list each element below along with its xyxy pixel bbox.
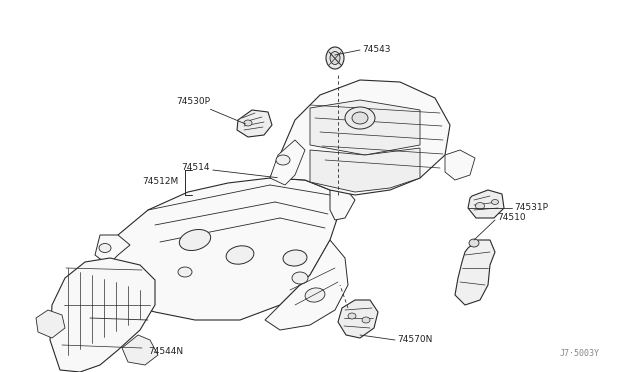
Ellipse shape	[492, 199, 499, 205]
Polygon shape	[237, 110, 272, 137]
Ellipse shape	[99, 244, 111, 253]
Text: 74543: 74543	[362, 45, 390, 55]
Ellipse shape	[226, 246, 254, 264]
Text: 74570N: 74570N	[397, 336, 433, 344]
Ellipse shape	[326, 47, 344, 69]
Polygon shape	[95, 235, 130, 265]
Ellipse shape	[476, 202, 484, 209]
Ellipse shape	[178, 267, 192, 277]
Polygon shape	[270, 140, 305, 185]
Polygon shape	[310, 148, 420, 192]
Text: 74514: 74514	[182, 164, 277, 178]
Polygon shape	[455, 240, 495, 305]
Ellipse shape	[179, 230, 211, 250]
Ellipse shape	[330, 51, 340, 64]
Polygon shape	[310, 100, 420, 155]
Ellipse shape	[244, 120, 252, 126]
Ellipse shape	[352, 112, 368, 124]
Polygon shape	[445, 150, 475, 180]
Text: 74544N: 74544N	[148, 347, 183, 356]
Polygon shape	[468, 190, 504, 218]
Text: 74512M: 74512M	[141, 177, 178, 186]
Polygon shape	[36, 310, 65, 338]
Polygon shape	[265, 240, 348, 330]
Ellipse shape	[348, 313, 356, 319]
Polygon shape	[338, 300, 378, 338]
Ellipse shape	[283, 250, 307, 266]
Polygon shape	[108, 178, 340, 320]
Ellipse shape	[305, 288, 325, 302]
Text: J7·5003Y: J7·5003Y	[560, 349, 600, 358]
Polygon shape	[50, 258, 155, 372]
Ellipse shape	[345, 107, 375, 129]
Text: 74531P: 74531P	[514, 203, 548, 212]
Polygon shape	[330, 188, 355, 220]
Polygon shape	[270, 80, 450, 195]
Ellipse shape	[362, 317, 370, 323]
Ellipse shape	[292, 272, 308, 284]
Ellipse shape	[276, 155, 290, 165]
Polygon shape	[122, 335, 158, 365]
Ellipse shape	[469, 239, 479, 247]
Text: 74530P: 74530P	[176, 97, 245, 124]
Text: 74510: 74510	[497, 214, 525, 222]
